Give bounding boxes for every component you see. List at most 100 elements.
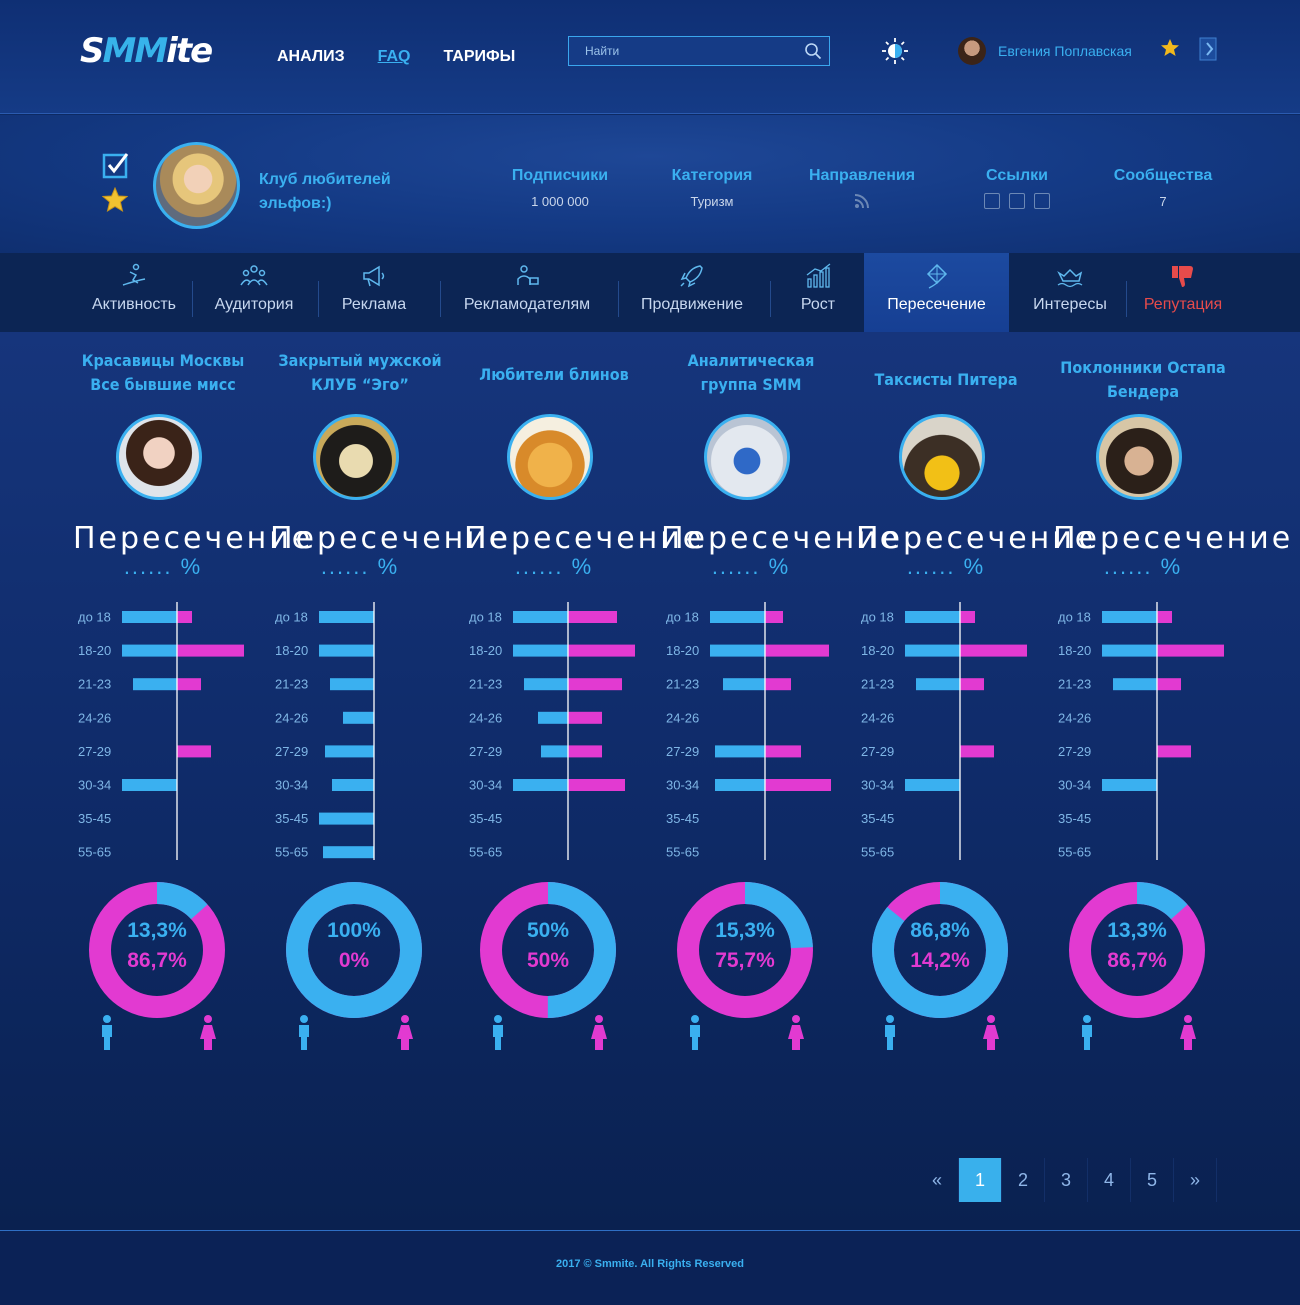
- gender-split: 50% 50%: [478, 916, 618, 976]
- community-avatar[interactable]: [1096, 414, 1182, 500]
- female-percent: 0%: [338, 949, 370, 972]
- intersection-percent: ...... %: [123, 554, 203, 579]
- male-bar: [541, 745, 568, 758]
- male-bar: [323, 846, 374, 859]
- search-icon[interactable]: [804, 42, 822, 60]
- community-title[interactable]: Поклонники Остапа Бендера: [1060, 358, 1226, 401]
- female-bar: [177, 678, 201, 691]
- logo[interactable]: SMMite: [80, 31, 213, 71]
- tab-label: Активность: [91, 296, 176, 313]
- male-icon: [299, 1015, 309, 1050]
- male-icon: [1082, 1015, 1092, 1050]
- community-avatar[interactable]: [899, 414, 985, 500]
- tab-interests[interactable]: Интересы: [1022, 253, 1118, 332]
- age-tick-label: 24-26: [469, 710, 502, 725]
- stat-label: Направления: [808, 167, 916, 184]
- community-title[interactable]: Любители блинов: [479, 365, 629, 384]
- female-icon: [1180, 1015, 1196, 1050]
- age-tick-label: до 18: [666, 610, 699, 625]
- community-avatar[interactable]: [313, 414, 399, 500]
- stat-communities: Сообщества 7: [1108, 167, 1218, 209]
- male-bar: [710, 644, 765, 657]
- intersection-heading: Пересечение: [1053, 521, 1294, 556]
- female-bar: [960, 745, 994, 758]
- tab-intersection[interactable]: Пересечение: [864, 253, 1009, 332]
- age-tick-label: 30-34: [275, 778, 308, 793]
- nav-faq[interactable]: FAQ: [377, 48, 411, 65]
- copyright: 2017 © Smmite. All Rights Reserved: [555, 1258, 745, 1270]
- community-avatar[interactable]: [116, 414, 202, 500]
- checkbox-icon[interactable]: [102, 151, 130, 179]
- tab-activity[interactable]: Активность: [84, 253, 184, 332]
- page-3[interactable]: 3: [1045, 1158, 1088, 1202]
- female-bar: [177, 611, 192, 623]
- community-title[interactable]: Красавицы Москвы Все бывшие мисс: [81, 351, 245, 394]
- megaphone-icon: [363, 265, 385, 287]
- community-avatar[interactable]: [507, 414, 593, 500]
- female-bar: [765, 644, 829, 657]
- stat-value: 1 000 000: [531, 194, 589, 209]
- male-percent: 86,8%: [910, 919, 970, 942]
- male-percent: 13,3%: [1107, 919, 1167, 942]
- female-bar: [1157, 745, 1191, 758]
- search-input[interactable]: [569, 37, 799, 65]
- page-5[interactable]: 5: [1131, 1158, 1174, 1202]
- page-2[interactable]: 2: [1002, 1158, 1045, 1202]
- star-icon[interactable]: [1160, 38, 1180, 58]
- group-profile: Клуб любителей эльфов:) Подписчики 1 000…: [0, 115, 1300, 253]
- community-title[interactable]: Закрытый мужской КЛУБ “Эго”: [278, 351, 442, 394]
- exit-icon[interactable]: [1197, 36, 1219, 62]
- age-tick-label: 27-29: [1058, 744, 1091, 759]
- gender-split: 13,3% 86,7%: [1067, 916, 1207, 976]
- gender-donut-chart: [872, 882, 1008, 1018]
- page-prev[interactable]: «: [916, 1158, 959, 1202]
- page-4[interactable]: 4: [1088, 1158, 1131, 1202]
- page-next[interactable]: »: [1174, 1158, 1217, 1202]
- age-tick-label: 35-45: [275, 811, 308, 826]
- tab-advertisers[interactable]: Рекламодателям: [452, 253, 602, 332]
- age-tick-label: 18-20: [469, 643, 502, 658]
- gender-split: 86,8% 14,2%: [870, 916, 1010, 976]
- intersection-percent: ...... %: [1103, 554, 1183, 579]
- tab-promotion[interactable]: Продвижение: [632, 253, 752, 332]
- nav-analysis[interactable]: АНАЛИЗ: [277, 48, 345, 65]
- male-bar: [1102, 779, 1157, 791]
- group-name: Клуб любителей эльфов:): [259, 171, 391, 212]
- chat-icon[interactable]: [1034, 193, 1050, 209]
- tab-audience[interactable]: Аудитория: [204, 253, 304, 332]
- people-icon: [240, 265, 268, 286]
- stat-label: Сообщества: [1113, 167, 1213, 184]
- female-bar: [960, 611, 975, 623]
- male-bar: [905, 779, 960, 791]
- age-tick-label: 18-20: [666, 643, 699, 658]
- tab-reputation[interactable]: Репутация: [1136, 253, 1230, 332]
- age-tick-label: 35-45: [469, 811, 502, 826]
- nav-tariffs[interactable]: ТАРИФЫ: [443, 48, 516, 65]
- male-bar: [325, 745, 374, 758]
- boat-icon: [1057, 268, 1083, 288]
- age-tick-label: 55-65: [78, 845, 111, 860]
- tab-growth[interactable]: Рост: [782, 253, 854, 332]
- community-title[interactable]: Таксисты Питера: [874, 370, 1018, 389]
- gender-donut-chart: [677, 882, 813, 1018]
- community-title[interactable]: Аналитическая группа SMM: [687, 351, 815, 394]
- intersection-panel: Красавицы Москвы Все бывшие мисс Пересеч…: [0, 332, 1300, 1230]
- vk-icon[interactable]: [984, 193, 1000, 209]
- male-bar: [513, 644, 568, 657]
- male-bar: [133, 678, 177, 691]
- age-tick-label: до 18: [78, 610, 111, 625]
- community-avatar[interactable]: [704, 414, 790, 500]
- page-1[interactable]: 1: [959, 1158, 1002, 1202]
- rss-icon[interactable]: [854, 193, 870, 209]
- favorite-star-icon[interactable]: [102, 187, 128, 213]
- age-tick-label: 30-34: [78, 778, 111, 793]
- stats-icon[interactable]: [1009, 193, 1025, 209]
- female-bar: [177, 644, 244, 657]
- user-menu[interactable]: Евгения Поплавская: [958, 37, 1132, 65]
- tab-ads[interactable]: Реклама: [328, 253, 420, 332]
- age-tick-label: 35-45: [1058, 811, 1091, 826]
- male-percent: 13,3%: [127, 919, 187, 942]
- theme-toggle-icon[interactable]: [880, 36, 910, 66]
- female-bar: [568, 779, 625, 791]
- stat-links: Ссылки: [970, 167, 1064, 209]
